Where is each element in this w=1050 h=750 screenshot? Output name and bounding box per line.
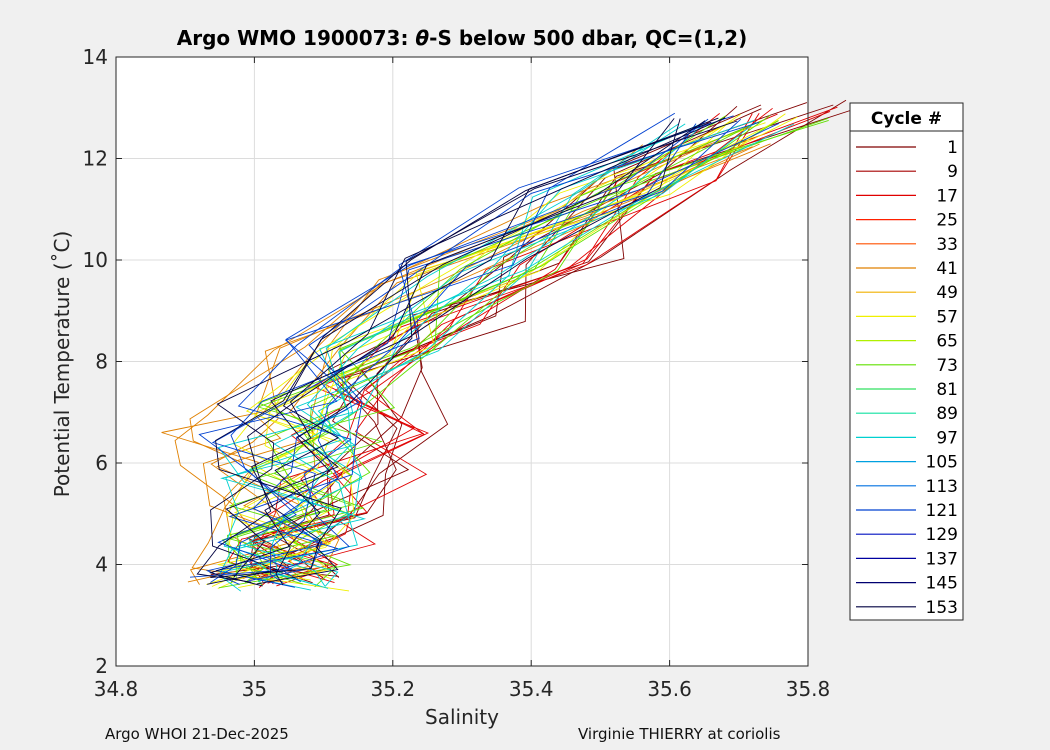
legend-entry-label: 113 xyxy=(926,477,958,497)
legend-title: Cycle # xyxy=(871,109,942,129)
legend-entry-label: 1 xyxy=(947,138,958,158)
legend-entry-label: 25 xyxy=(936,211,958,231)
profile-line-cycle-57 xyxy=(217,113,786,581)
profile-line-cycle-153 xyxy=(210,117,726,579)
profile-line-cycle-73 xyxy=(227,119,829,585)
profile-line-cycle-153 xyxy=(225,118,681,578)
title-theta-symbol: θ xyxy=(415,26,430,50)
profile-line-cycle-73 xyxy=(228,115,771,580)
profile-line-cycle-153 xyxy=(196,118,675,583)
profile-line-cycle-153 xyxy=(207,121,712,585)
profile-line-cycle-121 xyxy=(237,122,780,583)
legend-entry-label: 81 xyxy=(936,380,958,400)
legend-entry-label: 89 xyxy=(936,404,958,424)
x-tick-label: 35.8 xyxy=(786,677,831,701)
y-tick-label: 6 xyxy=(95,451,108,475)
legend-entry-label: 73 xyxy=(936,356,958,376)
legend-entry-label: 137 xyxy=(926,549,958,569)
y-tick-label: 4 xyxy=(95,553,108,577)
profile-line-cycle-153 xyxy=(208,120,706,587)
axis-ticks: 34.8 35 35.2 35.4 35.6 35.8 2 4 6 8 10 12 14 xyxy=(83,45,831,701)
profile-line-cycle-121 xyxy=(248,112,676,582)
profile-line-cycle-97 xyxy=(223,121,757,587)
profile-line-cycle-97 xyxy=(217,124,704,592)
y-tick-label: 10 xyxy=(83,248,108,272)
x-tick-label: 35 xyxy=(242,677,267,701)
x-tick-label: 35.4 xyxy=(509,677,554,701)
y-tick-label: 14 xyxy=(83,45,108,69)
legend-entry-label: 49 xyxy=(936,283,958,303)
legend-entry-label: 129 xyxy=(926,525,958,545)
profile-line-cycle-1 xyxy=(210,99,847,576)
profile-line-cycle-97 xyxy=(271,123,795,589)
legend-entry-label: 17 xyxy=(936,186,958,206)
legend-entry-label: 153 xyxy=(926,598,958,618)
legend-entry-label: 9 xyxy=(947,162,958,182)
legend-entry-label: 33 xyxy=(936,235,958,255)
profile-line-cycle-121 xyxy=(216,121,760,588)
profiles xyxy=(161,99,860,592)
y-tick-label: 12 xyxy=(83,147,108,171)
x-tick-label: 35.6 xyxy=(647,677,692,701)
legend-entry-label: 105 xyxy=(926,453,958,473)
profile-line-cycle-121 xyxy=(198,118,709,583)
profile-line-cycle-73 xyxy=(218,123,753,589)
legend-entry-label: 65 xyxy=(936,332,958,352)
y-tick-label: 2 xyxy=(95,654,108,678)
x-tick-label: 34.8 xyxy=(94,677,139,701)
x-axis-label: Salinity xyxy=(425,705,499,729)
legend-entry-label: 97 xyxy=(936,428,958,448)
legend-entry-label: 145 xyxy=(926,574,958,594)
profile-line-cycle-41 xyxy=(189,143,760,585)
y-tick-label: 8 xyxy=(95,350,108,374)
profile-line-cycle-121 xyxy=(205,118,742,585)
footer-left: Argo WHOI 21-Dec-2025 xyxy=(105,725,289,743)
x-tick-label: 35.2 xyxy=(371,677,416,701)
legend-entry-label: 121 xyxy=(926,501,958,521)
profile-line-cycle-121 xyxy=(189,115,734,578)
profile-line-cycle-97 xyxy=(242,124,699,587)
chart-title: Argo WMO 1900073: θ-S below 500 dbar, QC… xyxy=(176,26,748,50)
footer-right: Virginie THIERRY at coriolis xyxy=(578,725,781,743)
legend-entry-label: 41 xyxy=(936,259,958,279)
legend-entry-label: 57 xyxy=(936,307,958,327)
profile-line-cycle-153 xyxy=(264,120,738,586)
legend: Cycle #1 9 17 25 33 41 49 57 65 73 81 89 97 105 113 121… xyxy=(849,102,964,621)
y-axis-label: Potential Temperature (˚C) xyxy=(50,230,74,498)
profile-line-cycle-17 xyxy=(287,106,838,578)
